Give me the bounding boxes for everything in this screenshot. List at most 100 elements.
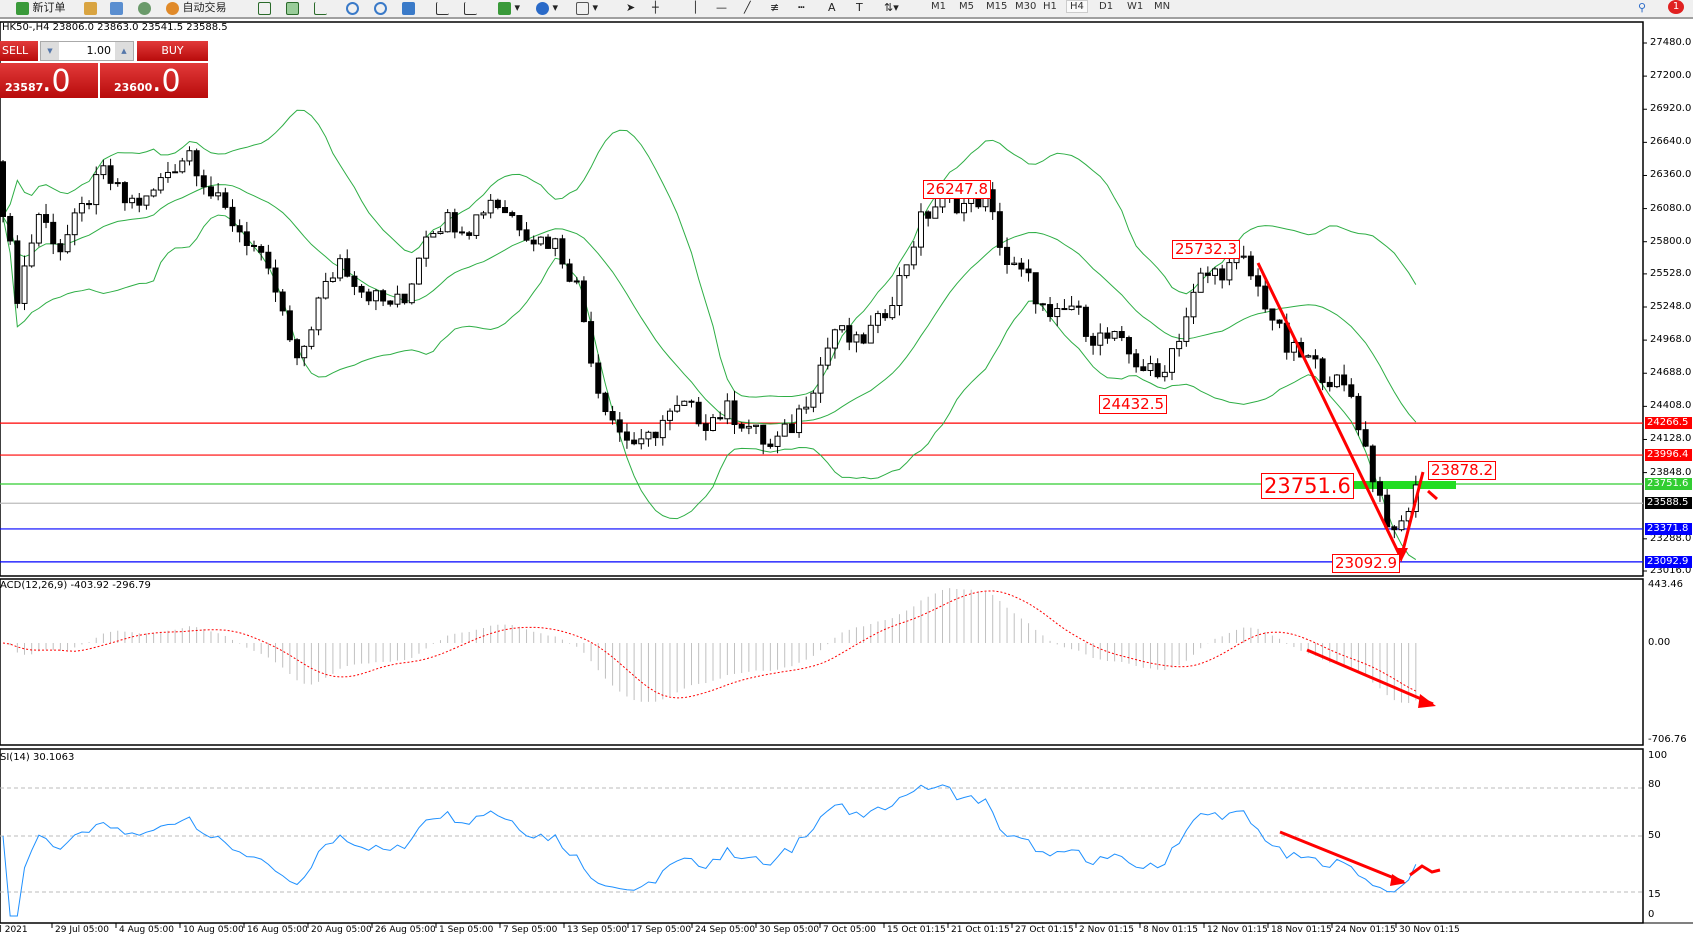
buy-button[interactable]: BUY (137, 41, 208, 61)
annotation-low[interactable]: 23092.9 (1332, 554, 1401, 574)
line-chart-button[interactable] (314, 1, 327, 17)
search-button[interactable]: ⚲ (1638, 1, 1646, 17)
bull-candle (444, 212, 451, 233)
zoom-out-button[interactable] (374, 1, 387, 17)
bear-candle (1255, 275, 1262, 287)
time-tick-label: 10 Aug 05:00 (183, 925, 244, 935)
bull-candle (1176, 340, 1183, 350)
bull-candle (659, 419, 666, 439)
bear-candle (458, 231, 465, 234)
tf-w1[interactable]: W1 (1127, 1, 1144, 12)
bull-candle (537, 236, 544, 245)
chart-shift-button[interactable] (464, 1, 477, 17)
notification-badge[interactable]: 1 (1668, 0, 1684, 14)
templates-button[interactable]: ▾ (576, 1, 598, 17)
bear-candle (0, 161, 6, 217)
price-tick-label: 24968.0 (1650, 334, 1692, 346)
horizontal-lines[interactable] (0, 422, 1643, 563)
crosshair-button[interactable]: ┼ (652, 1, 659, 17)
bull-candle (1068, 305, 1075, 311)
bear-candle (286, 310, 293, 341)
tf-h4[interactable]: H4 (1066, 0, 1088, 13)
annotation-high[interactable]: 26247.8 (923, 180, 992, 200)
tf-m1[interactable]: M1 (931, 1, 946, 12)
signals-button[interactable] (138, 1, 151, 17)
candlestick-button[interactable] (286, 1, 299, 17)
periods-button[interactable]: ▾ (536, 1, 558, 17)
time-tick-label: 16 Aug 05:00 (247, 925, 308, 935)
bull-candle (874, 313, 881, 326)
bull-candle (1226, 262, 1233, 281)
pane-frames (0, 21, 1693, 928)
trend-arrows[interactable] (1256, 262, 1441, 886)
tf-m5[interactable]: M5 (959, 1, 974, 12)
rsi-tick-50: 50 (1648, 830, 1661, 841)
annotation-swing-low[interactable]: 24432.5 (1099, 395, 1168, 415)
data-window-button[interactable] (110, 1, 123, 17)
tf-m15[interactable]: M15 (986, 1, 1008, 12)
bear-candle (1326, 381, 1333, 388)
volume-down-button[interactable]: ▼ (41, 42, 59, 60)
bear-candle (451, 212, 458, 233)
sell-button[interactable]: SELL (0, 41, 38, 61)
tf-h1[interactable]: H1 (1043, 1, 1057, 12)
sell-price-button[interactable]: 23587 .0 (0, 63, 98, 98)
macd-divergence-arrow (1306, 648, 1434, 706)
tf-mn[interactable]: MN (1154, 1, 1171, 12)
volume-field[interactable]: ▼ 1.00 ▲ (40, 41, 134, 61)
volume-up-button[interactable]: ▲ (115, 42, 133, 60)
horizontal-line-button[interactable]: — (716, 1, 727, 17)
text-label-button[interactable]: T (856, 1, 863, 17)
rsi-tick-100: 100 (1648, 750, 1668, 761)
bear-candle (86, 203, 93, 206)
annotation-swing-high[interactable]: 25732.3 (1172, 240, 1241, 260)
bear-candle (1362, 429, 1369, 447)
indicators-button[interactable]: ▾ (498, 1, 520, 17)
trendline-button[interactable]: ╱ (744, 1, 751, 17)
bear-candle (1133, 353, 1140, 368)
macd-label: ACD(12,26,9) -403.92 -296.79 (0, 580, 151, 591)
autoscroll-button[interactable] (436, 1, 449, 17)
chart-shift-icon (464, 1, 477, 15)
macd-tick-zero: 0.00 (1648, 637, 1671, 648)
equidistant-channel-button[interactable]: ≢ (770, 1, 779, 17)
zoom-in-button[interactable] (346, 1, 359, 17)
support-zone-bar (1347, 481, 1456, 489)
bear-candle (695, 401, 702, 425)
new-order-button[interactable]: 新订单 (16, 1, 66, 17)
bear-candle (996, 211, 1003, 248)
auto-trading-button[interactable]: 自动交易 (166, 1, 227, 17)
fibonacci-button[interactable]: ┅ (798, 1, 805, 17)
volume-value[interactable]: 1.00 (86, 44, 112, 57)
time-tick-label: 8 Nov 01:15 (1143, 925, 1198, 935)
text-button[interactable]: A (828, 1, 836, 17)
bull-candle (796, 408, 803, 434)
bull-candle (1290, 342, 1297, 353)
bear-candle (502, 207, 509, 214)
bar-chart-button[interactable] (258, 1, 271, 17)
time-tick-label: 18 Nov 01:15 (1271, 925, 1332, 935)
bear-candle (1384, 494, 1391, 528)
annotation-rebound[interactable]: 23878.2 (1428, 461, 1497, 481)
macd-tick-max: 443.46 (1648, 579, 1683, 590)
market-watch-button[interactable] (84, 1, 97, 17)
annotation-support[interactable]: 23751.6 (1261, 473, 1354, 500)
vertical-line-button[interactable]: │ (692, 1, 699, 17)
bear-candle (1262, 285, 1269, 310)
bull-candle (301, 345, 308, 359)
buy-price-button[interactable]: 23600 .0 (100, 63, 208, 98)
bear-candle (229, 206, 236, 227)
bull-candle (423, 236, 430, 259)
tf-m30[interactable]: M30 (1015, 1, 1037, 12)
bear-candle (380, 290, 387, 302)
bear-candle (193, 150, 200, 177)
arrows-button[interactable]: ⇅▾ (884, 1, 899, 17)
tile-windows-button[interactable] (402, 1, 415, 17)
pane-frame (0, 21, 1644, 577)
tf-d1[interactable]: D1 (1099, 1, 1114, 12)
cursor-button[interactable]: ➤ (626, 1, 635, 17)
bull-candle (322, 280, 329, 299)
horizontal-line-icon: — (716, 1, 727, 14)
rsi-divergence-arrow (1279, 830, 1405, 884)
